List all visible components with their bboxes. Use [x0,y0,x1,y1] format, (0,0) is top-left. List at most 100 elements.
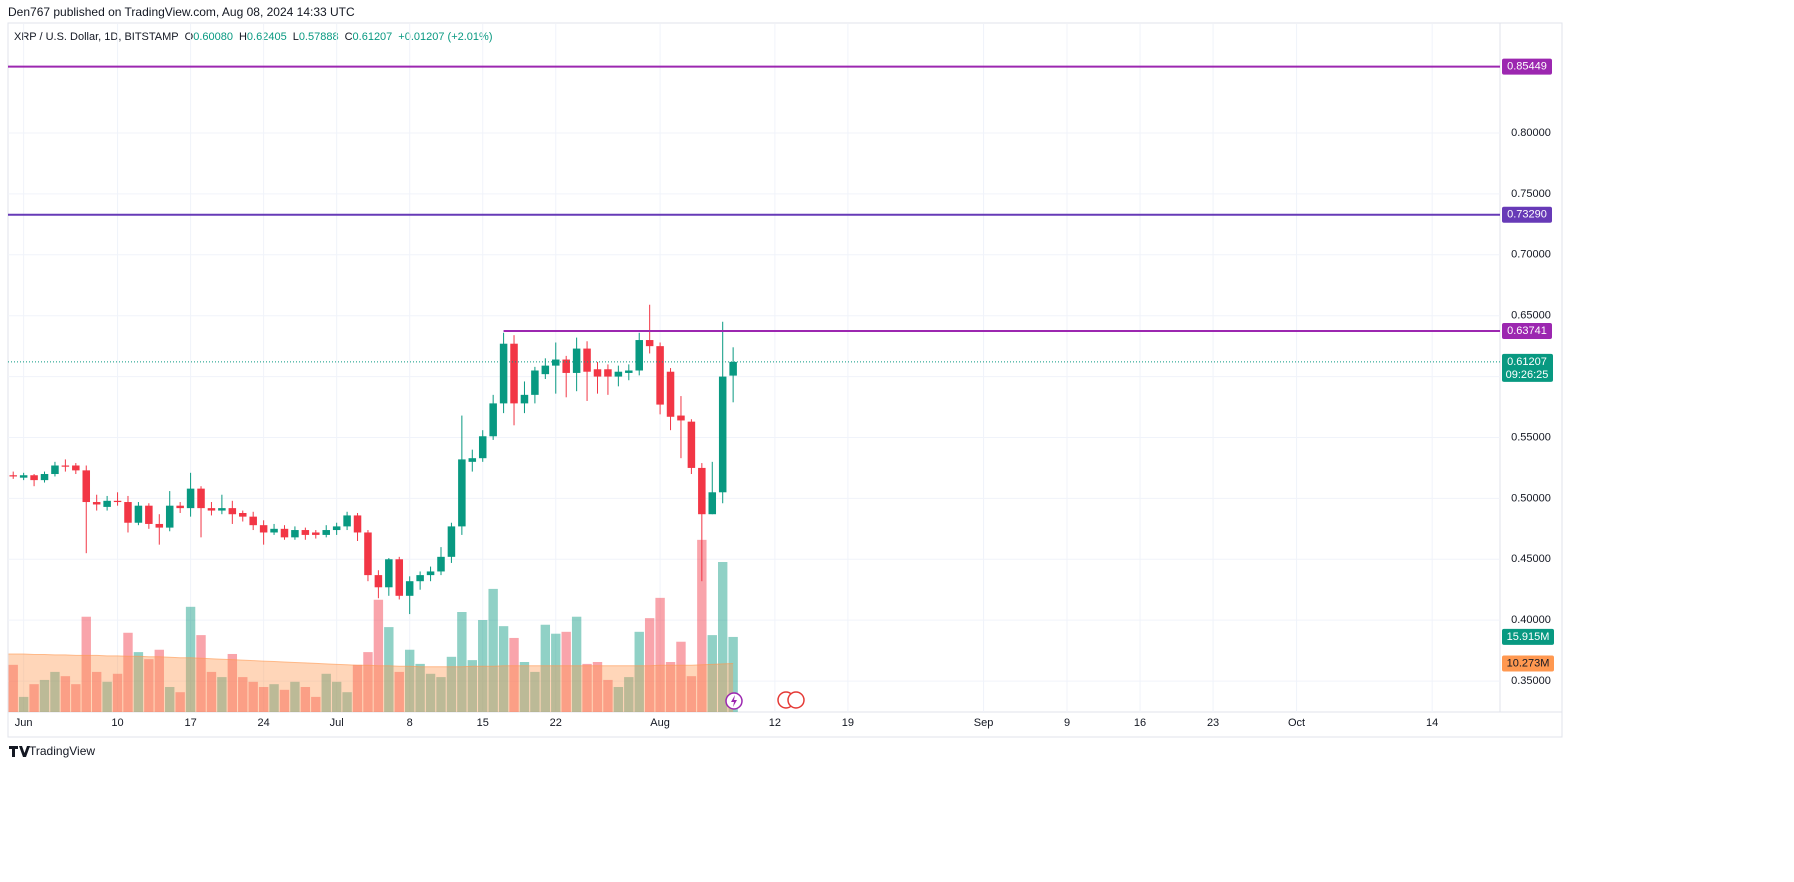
volume-bar [206,671,217,712]
x-tick-label: Aug [650,717,670,729]
x-tick-label: 23 [1207,717,1219,729]
x-tick-label: 10 [111,717,123,729]
volume-bar [50,671,60,712]
candle-body [708,492,717,515]
candle-body [604,369,612,377]
x-tick-label: 22 [550,717,562,729]
ohlc-key: H [239,31,247,43]
candle-body [572,348,581,373]
candle-body [30,475,38,481]
volume-ma-line [8,653,734,668]
event-icons [725,691,805,710]
volume-bar [81,616,91,712]
candle-body [353,515,362,533]
x-tick-label: 16 [1134,717,1146,729]
volume-bar [175,692,185,712]
candle-body [259,525,268,533]
volume-bar [133,652,144,712]
level-label: 0.73290 [1507,209,1547,221]
candle-body [61,465,70,467]
candles [9,304,737,615]
candle-body [124,502,132,523]
volume-bar [551,633,561,712]
candle-body [165,505,174,528]
x-tick-label: 12 [769,717,781,729]
volume-bar [718,562,728,712]
volume-bar [415,663,425,712]
volume-bar [394,671,404,712]
volume-bar [373,599,384,712]
candle-body [51,465,59,475]
volume-bar [404,649,415,712]
candle-body [645,340,654,347]
volume-bar [384,627,394,712]
volume-bar [321,673,331,712]
candle-body [40,474,49,481]
volume-bar [697,539,707,712]
ohlc-value: 0.57888 [299,31,339,43]
symbol-legend: XRP / U.S. Dollar, 1D, BITSTAMP O0.60080 H… [14,31,492,43]
candle-body [312,532,320,535]
y-tick-label: 0.75000 [1511,188,1551,200]
level-label-box [1502,58,1552,75]
level-label-box [1502,323,1552,340]
candle-body [552,359,560,366]
candle-body [207,508,216,511]
y-tick-label: 0.55000 [1511,431,1551,443]
volume-bar [39,679,50,712]
event-icon[interactable] [787,691,805,709]
volume-bar [728,636,738,712]
x-tick-label: 8 [407,717,413,729]
volume-bar [457,612,467,712]
ohlc-key: O [185,31,194,43]
candle-body [718,376,727,493]
candle-body [343,515,351,527]
y-tick-label: 0.40000 [1511,614,1551,626]
candle-body [562,359,570,373]
candle-body [489,403,497,437]
candle-body [134,505,143,523]
candle-body [197,488,205,509]
ohlc-key: L [293,31,299,43]
candle-body [374,575,383,588]
volume-bar [91,671,102,712]
volume-bar [363,652,373,712]
candle-body [625,370,633,373]
volume-label-box [1502,628,1554,645]
volume-label: 15.915M [1507,631,1550,643]
volume-bar [488,588,498,712]
x-tick-label: 17 [184,717,196,729]
candle-body [103,500,111,507]
volume-bar [154,649,164,712]
event-icon-bolt [731,695,737,707]
y-tick-label: 0.70000 [1511,249,1551,261]
candle-body [249,516,257,526]
brand-name: TradingView [29,744,95,758]
candle-body [92,502,101,505]
candle-body [510,343,518,404]
frame [7,22,1563,738]
volume-bar [707,635,717,712]
candle-body [385,559,393,588]
volume-bar [123,632,133,712]
volume-bar [29,684,39,712]
volume-bar [342,692,352,712]
candle-body [656,346,664,405]
candle-body [531,370,539,395]
x-tick-label: Sep [974,717,994,729]
volume-bar [676,641,686,712]
volume-bar [561,631,571,712]
volume-bar [300,687,311,712]
candle-body [458,459,466,527]
volume-bar [655,597,665,712]
level-label: 0.85449 [1507,61,1547,73]
volume-bar [509,637,519,712]
ohlc-value: 0.61207 [353,31,393,43]
last-price-box [1502,353,1553,382]
candle-body [82,470,91,503]
volume-bar [686,676,697,712]
volume-bar [436,677,446,712]
y-tick-label: 0.65000 [1511,310,1551,322]
x-tick-label: Oct [1288,717,1305,729]
volume-bar [624,677,634,712]
